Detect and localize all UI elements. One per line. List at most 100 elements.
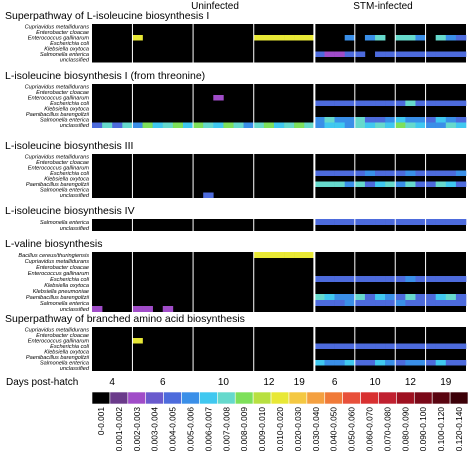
group-separator — [354, 154, 356, 198]
legend-label: 0.080-0.090 — [400, 407, 410, 452]
group-separator — [313, 24, 316, 63]
heat-cell — [415, 219, 426, 225]
heat-cell — [354, 294, 366, 300]
heat-cell — [405, 35, 416, 41]
heat-cell — [405, 117, 416, 123]
heat-cell — [354, 170, 366, 176]
day-label: 12 — [263, 377, 275, 388]
heat-cell — [425, 100, 436, 106]
heat-cell — [344, 35, 356, 41]
heat-cell — [294, 122, 305, 128]
legend-swatch — [270, 391, 290, 405]
heat-cell — [385, 343, 396, 349]
heat-cell — [284, 35, 295, 41]
heat-cell — [132, 338, 143, 344]
heat-cell — [364, 219, 376, 225]
heat-cell — [415, 117, 426, 123]
heat-cell — [273, 252, 285, 258]
heat-cell — [425, 360, 436, 366]
day-label: 10 — [369, 377, 381, 388]
heat-cell — [354, 300, 366, 306]
heat-cell — [385, 170, 396, 176]
group-separator — [354, 24, 356, 63]
heat-cell — [375, 122, 386, 128]
group-separator — [425, 24, 427, 63]
heat-cell — [445, 360, 457, 366]
group-separator — [394, 24, 396, 63]
heat-cell — [324, 360, 335, 366]
heat-cell — [385, 276, 396, 282]
group-separator — [425, 84, 427, 128]
heat-cell — [314, 117, 325, 123]
heat-cell — [455, 35, 467, 41]
heat-cell — [334, 117, 346, 123]
day-label: 19 — [294, 377, 306, 388]
heat-cell — [455, 117, 467, 123]
legend-label: 0.007-0.008 — [221, 407, 231, 452]
heat-cell — [375, 276, 386, 282]
row-label: Paenibacillus barengoltzii — [26, 355, 90, 361]
heat-cell — [253, 252, 265, 258]
heat-cell — [395, 300, 406, 306]
heat-cell — [354, 100, 366, 106]
heat-cell — [263, 252, 275, 258]
heat-cell — [152, 122, 164, 128]
group-separator — [131, 154, 133, 198]
day-label: 12 — [405, 377, 417, 388]
row-label: Enterococcus gallinarum — [28, 36, 90, 42]
heat-cell — [405, 300, 416, 306]
heat-cell — [415, 100, 426, 106]
row-label: Escherichia coli — [50, 41, 90, 47]
group-separator — [192, 327, 194, 371]
heat-cell — [314, 219, 325, 225]
heat-cell — [415, 360, 426, 366]
legend-swatch — [360, 391, 379, 405]
row-label: Cupriavidus metallidurans — [25, 25, 90, 31]
group-separator — [425, 252, 427, 312]
heat-cell — [435, 294, 447, 300]
legend-swatch — [378, 391, 397, 405]
group-separator — [253, 252, 255, 312]
heat-cell — [324, 294, 335, 300]
heat-cell — [455, 181, 467, 187]
heat-cell — [375, 360, 386, 366]
row-label: Klebsiella oxytoca — [44, 107, 89, 113]
row-label: unclassified — [60, 58, 90, 64]
heat-cell — [334, 100, 346, 106]
heat-cell — [405, 100, 416, 106]
panel-title: L-isoleucine biosynthesis III — [5, 140, 133, 152]
heat-cell — [364, 181, 376, 187]
heat-cell — [324, 276, 335, 282]
heat-cell — [324, 181, 335, 187]
heat-cell — [364, 100, 376, 106]
legend-label: 0.006-0.007 — [203, 407, 213, 452]
heat-cell — [375, 170, 386, 176]
row-label: Klebsiella oxytoca — [44, 47, 89, 53]
row-label: Enterococcus gallinarum — [28, 271, 90, 277]
heat-cell — [425, 343, 436, 349]
group-separator — [313, 219, 316, 231]
heat-cell — [425, 294, 436, 300]
legend-swatch — [413, 391, 433, 405]
heat-cell — [324, 300, 335, 306]
heat-cell — [162, 122, 174, 128]
heat-cell — [385, 122, 396, 128]
group-separator — [253, 327, 255, 371]
heat-cell — [425, 276, 436, 282]
heat-cell — [375, 181, 386, 187]
legend-label: 0.009-0.010 — [257, 407, 267, 452]
heat-cell — [263, 35, 275, 41]
heat-cell — [334, 360, 346, 366]
row-label: Enterococcus gallinarum — [28, 96, 90, 102]
heat-cell — [415, 51, 426, 57]
group-separator — [192, 219, 194, 231]
legend-label: 0.003-0.004 — [150, 407, 160, 452]
heat-cell — [344, 117, 356, 123]
row-label: Paenibacillus barengoltzii — [26, 182, 90, 188]
heat-cell — [455, 51, 467, 57]
legend-label: 0.050-0.060 — [347, 407, 357, 452]
heat-cell — [395, 122, 406, 128]
heat-cell — [385, 117, 396, 123]
heat-cell — [445, 100, 457, 106]
